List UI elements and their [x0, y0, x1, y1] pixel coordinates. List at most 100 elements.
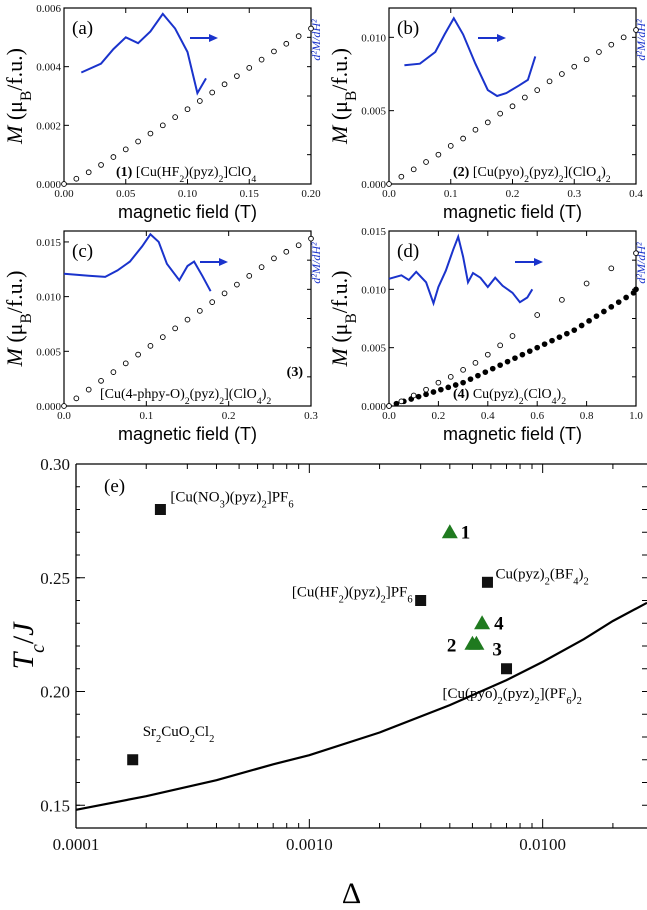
data-point-filled — [393, 400, 400, 407]
x-tick-label: 0.3 — [567, 188, 581, 200]
y-tick-label: 0.010 — [36, 292, 61, 304]
data-point-open — [147, 342, 154, 349]
data-point-open — [398, 398, 405, 405]
data-point-open — [197, 98, 203, 104]
compound-label: (1) [Cu(HF2)(pyz)2]ClO4 — [116, 165, 256, 185]
data-point-filled — [563, 330, 570, 337]
data-point-open — [509, 333, 516, 339]
y2-axis-label: d²M/dH² — [309, 19, 323, 61]
x-tick-label: 0.05 — [116, 188, 136, 200]
data-point-open — [308, 25, 314, 32]
data-point-open — [386, 403, 392, 409]
x-tick-label: 0.0100 — [519, 835, 566, 854]
data-point-open — [85, 386, 92, 393]
compound-label: (2) [Cu(pyo)2(pyz)2](ClO4)2 — [453, 165, 611, 185]
arrow-icon — [219, 258, 228, 266]
sample-number-label: 3 — [492, 640, 502, 661]
y2-axis-label: d²M/dH² — [634, 242, 647, 284]
data-point-open — [534, 312, 541, 318]
data-point-filled — [423, 391, 429, 398]
data-point-open — [197, 307, 203, 314]
data-point-open — [583, 280, 590, 287]
x-tick-label: 0.00 — [54, 188, 74, 200]
y2-axis-label: d²M/dH² — [634, 19, 647, 61]
x-tick-label: 0.1 — [139, 410, 153, 422]
data-point-open — [633, 27, 639, 33]
plot-frame — [388, 7, 637, 185]
data-point-open — [147, 130, 154, 137]
x-tick-label: 0.0 — [382, 410, 396, 422]
x-tick-label: 0.0001 — [53, 835, 100, 854]
data-point-open — [172, 325, 179, 332]
panel-b: 0.0 0.1 0.2 0.3 0.4 0.000 0.005 0.010 magnetic f… — [327, 7, 647, 222]
compound-label: [Cu(NO3)(pyz)2]PF6 — [170, 490, 293, 511]
data-point-filled — [556, 334, 563, 341]
y-tick-label: 0.000 — [36, 179, 61, 191]
y-tick-label: 0.005 — [361, 106, 386, 118]
data-point-open — [497, 342, 504, 349]
y-axis-label: M (μB/f.u.) — [327, 48, 360, 145]
x-axis-label: magnetic field (T) — [118, 424, 257, 444]
y2-axis-label: d²M/dH² — [309, 242, 323, 284]
compound-label: [Cu(HF2)(pyz)2]PF6 — [292, 585, 413, 606]
panel-e: 0.0001 0.0010 0.0100 0.15 0.20 0.25 0.30 Sr2CuO… — [7, 455, 647, 910]
y-tick-label: 0.015 — [36, 237, 61, 249]
y-axis-label: M (μB/f.u.) — [327, 271, 360, 368]
data-point-triangle — [468, 635, 485, 650]
y-tick-label: 0.000 — [36, 401, 61, 413]
y-tick-label: 0.004 — [36, 62, 61, 74]
panel-c: 0.0 0.1 0.2 0.3 0.000 0.005 0.010 0.015 magnetic… — [2, 230, 323, 444]
data-point-open — [423, 386, 429, 393]
arrow-icon — [534, 258, 543, 266]
data-point-filled — [593, 313, 600, 320]
data-point-open — [559, 71, 565, 77]
y-axis-label: M (μB/f.u.) — [2, 48, 35, 145]
data-point-square — [127, 754, 139, 766]
data-point-open — [184, 316, 191, 323]
data-point-open — [85, 169, 92, 176]
data-point-open — [221, 290, 228, 297]
compound-label: (4) Cu(pyz)2(ClO4)2 — [453, 387, 566, 407]
data-point-triangle — [441, 524, 458, 539]
data-point-open — [559, 296, 565, 303]
y-tick-label: 0.000 — [361, 179, 386, 191]
data-point-open — [98, 377, 104, 384]
x-tick-label: 0.15 — [240, 188, 260, 200]
x-axis-label: magnetic field (T) — [443, 202, 582, 222]
data-point-open — [509, 103, 516, 110]
x-tick-label: 0.10 — [178, 188, 198, 200]
data-point-open — [308, 235, 314, 242]
data-point-filled — [497, 362, 504, 369]
data-point-open — [135, 138, 141, 145]
x-tick-label: 0.2 — [222, 410, 236, 422]
data-point-open — [460, 135, 466, 142]
plot-frame — [388, 230, 637, 407]
data-point-open — [73, 175, 80, 182]
sample-number-label: 2 — [447, 636, 457, 657]
data-point-open — [546, 78, 553, 85]
data-point-open — [209, 299, 216, 305]
data-point-filled — [460, 379, 466, 386]
data-point-open — [571, 63, 578, 70]
data-point-open — [159, 334, 166, 340]
x-tick-label: 0.20 — [301, 188, 321, 200]
x-tick-label: 0.4 — [629, 188, 643, 200]
x-tick-label: 0.8 — [580, 410, 594, 422]
data-point-open — [234, 281, 240, 288]
data-point-open — [258, 56, 265, 63]
data-point-open — [435, 379, 442, 386]
y-tick-label: 0.010 — [361, 284, 386, 296]
x-tick-label: 0.3 — [304, 410, 318, 422]
data-point-filled — [623, 294, 629, 301]
x-tick-label: 0.6 — [530, 410, 544, 422]
y-tick-label: 0.30 — [40, 455, 70, 474]
data-point-square — [501, 663, 513, 675]
y-tick-label: 0.002 — [36, 120, 61, 132]
data-point-filled — [512, 355, 518, 362]
data-point-open — [271, 255, 277, 262]
data-point-open — [472, 126, 479, 133]
data-point-open — [608, 41, 615, 48]
data-point-filled — [438, 386, 444, 393]
data-point-open — [521, 94, 528, 101]
data-point-filled — [430, 389, 437, 395]
